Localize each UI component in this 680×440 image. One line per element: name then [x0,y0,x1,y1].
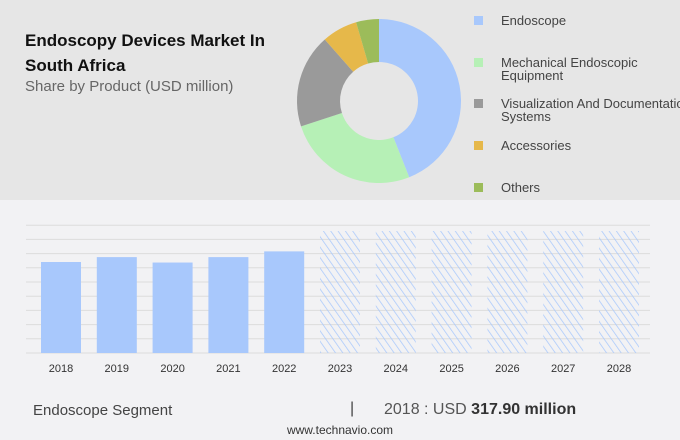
x-tick-label: 2023 [328,363,352,375]
forecast-bar-2028 [599,231,639,353]
legend-swatch [474,58,483,67]
donut-slice-4 [356,19,379,64]
bar-2022 [264,251,305,353]
donut-chart [296,19,461,183]
bar-chart: 2018 2019 2020 2021 2022 2023 2024 2025 2026 2027… [26,224,650,375]
forecast-bar-2027 [543,231,584,353]
x-tick-label: 2022 [272,363,296,375]
legend-label: Mechanical Endoscopic Equipment [501,55,638,83]
bar-2020 [152,262,193,353]
donut-slice-2 [296,39,354,127]
x-tick-label: 2019 [105,363,129,375]
segment-value: 2018 : USD 317.90 million [384,401,576,419]
value-amount: 317.90 million [471,401,577,418]
forecast-bar-2025 [431,231,472,353]
x-tick-label: 2026 [495,363,519,375]
x-tick-label: 2021 [216,363,240,375]
separator: | [350,400,355,417]
forecast-bar-2024 [375,231,416,353]
year-label: 2018 : USD [384,401,467,418]
chart-title: Endoscopy Devices Market In South Africa [25,31,265,75]
legend-label: Endoscope [501,13,567,28]
donut-slice-3 [324,22,369,72]
x-tick-label: 2025 [439,363,463,375]
bar-2021 [208,257,249,353]
x-tick-label: 2024 [384,363,408,375]
x-tick-label: 2028 [607,363,631,375]
forecast-bar-2023 [320,231,360,353]
chart-subtitle: Share by Product (USD million) [25,78,234,95]
x-tick-label: 2027 [551,363,575,375]
x-tick-label: 2018 [49,363,73,375]
bar-2018 [41,262,81,353]
legend-label: Accessories [501,138,572,153]
donut-slice-0 [379,19,461,178]
bar-2019 [96,257,137,353]
legend-label: Visualization And Documentation Systems [501,96,680,124]
legend-swatch [474,99,483,108]
donut-slice-1 [301,113,410,183]
site-url[interactable]: www.technavio.com [286,423,394,437]
legend-swatch [474,16,483,25]
forecast-bar-2026 [487,231,528,353]
segment-label: Endoscope Segment [33,402,173,419]
legend-swatch [474,183,483,192]
x-tick-label: 2020 [160,363,184,375]
legend-label: Others [501,180,541,195]
legend-swatch [474,141,483,150]
